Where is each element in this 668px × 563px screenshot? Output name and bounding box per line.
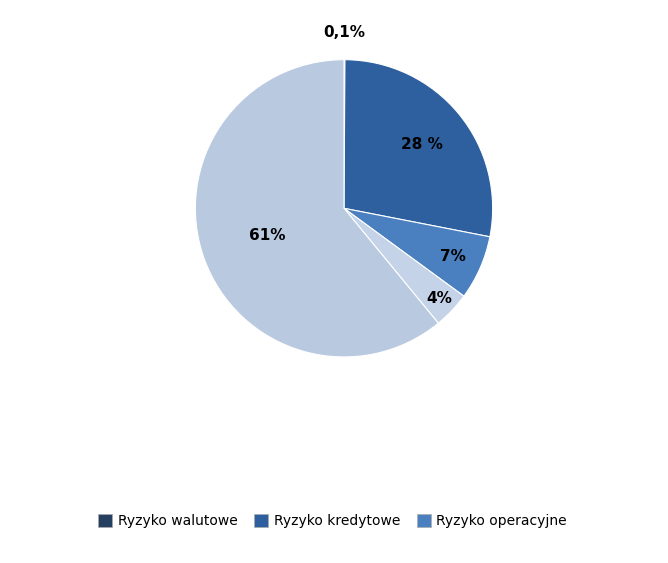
Wedge shape [344,208,490,296]
Wedge shape [195,60,438,357]
Text: 28 %: 28 % [401,137,443,152]
Text: 7%: 7% [440,248,466,263]
Wedge shape [344,60,493,237]
Wedge shape [344,60,345,208]
Text: 4%: 4% [426,291,452,306]
Text: 61%: 61% [248,229,285,243]
Text: 0,1%: 0,1% [323,25,365,41]
Wedge shape [344,208,464,323]
